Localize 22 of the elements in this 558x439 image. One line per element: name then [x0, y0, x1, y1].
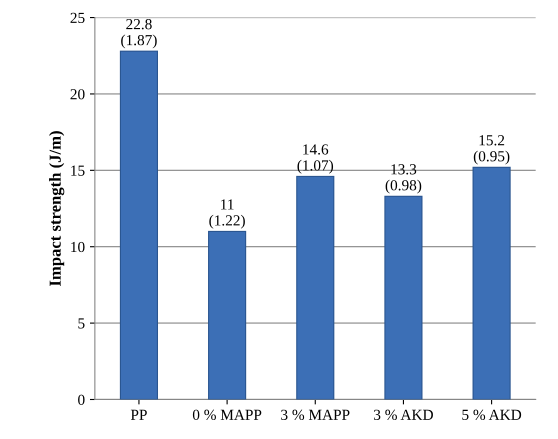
y-tick-label: 25: [70, 12, 85, 24]
y-tick-label: 10: [71, 242, 85, 252]
y-tick-label: 0: [78, 394, 85, 405]
y-axis-title: Impact strength (J/m): [49, 131, 64, 286]
x-tick-label: PP: [130, 410, 147, 420]
bar: [296, 176, 334, 400]
x-tick-label: 3 % MAPP: [281, 410, 350, 420]
x-tick-label: 5 % AKD: [462, 410, 522, 420]
bar: [208, 230, 246, 400]
y-tick-label: 5: [78, 318, 85, 329]
y-tick-label: 20: [70, 89, 85, 100]
data-label: 22.8 (1.87): [121, 19, 157, 48]
x-tick-label: 3 % AKD: [374, 410, 433, 420]
bar: [120, 50, 158, 400]
bar: [384, 196, 423, 400]
bar: [472, 166, 511, 400]
data-label: 11 (1.22): [209, 199, 245, 229]
x-tick-label: 0 % MAPP: [192, 410, 262, 420]
data-label: 13.3 (0.98): [386, 164, 422, 194]
y-tick-label: 15: [71, 166, 85, 176]
data-label: 14.6 (1.07): [297, 144, 334, 174]
data-label: 15.2 (0.95): [474, 135, 510, 164]
